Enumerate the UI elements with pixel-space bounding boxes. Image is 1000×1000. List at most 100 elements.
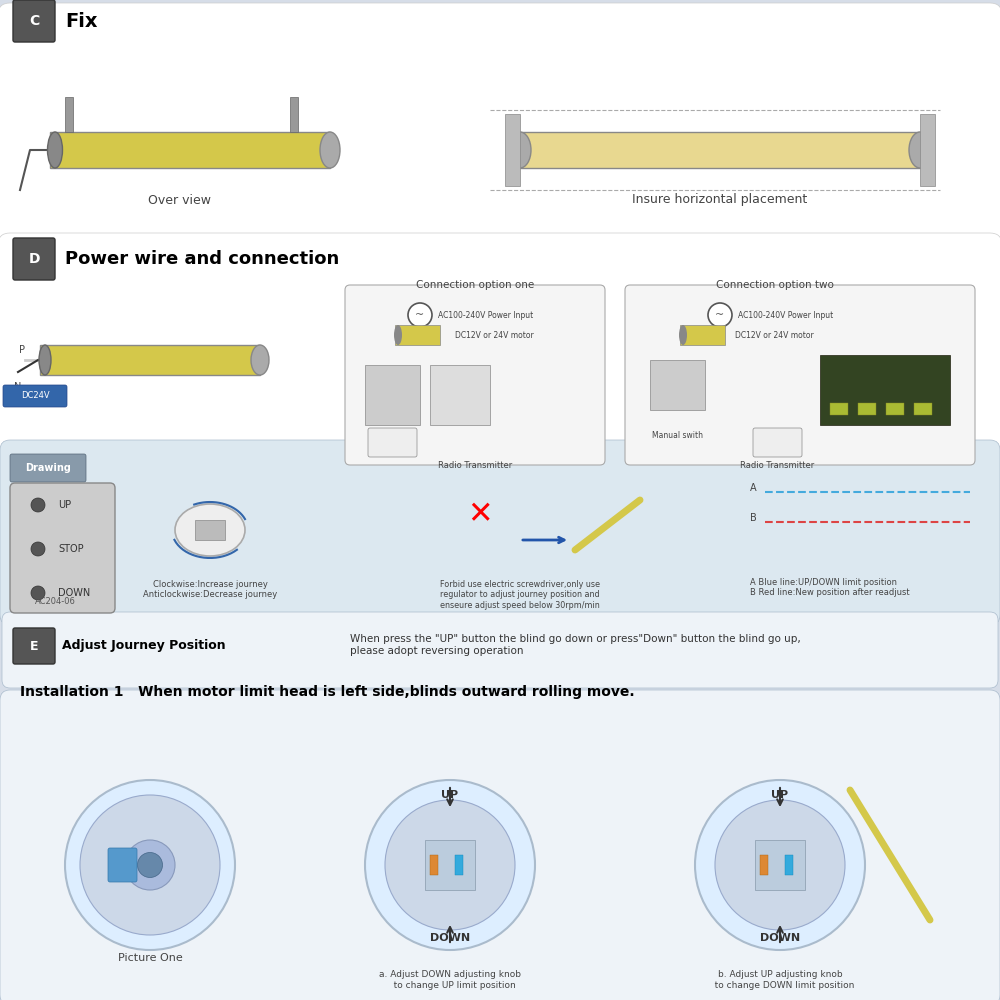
Bar (914, 403, 932, 415)
Ellipse shape (48, 132, 63, 168)
Circle shape (31, 586, 45, 600)
Bar (755, 840, 805, 890)
Text: E: E (30, 640, 38, 652)
Circle shape (65, 780, 235, 950)
FancyBboxPatch shape (625, 285, 975, 465)
Bar (430, 855, 438, 875)
Text: DC12V or 24V motor: DC12V or 24V motor (455, 332, 534, 340)
Ellipse shape (320, 132, 340, 168)
Text: P: P (19, 345, 25, 355)
Bar (830, 403, 848, 415)
Bar (50, 132, 330, 168)
Text: Over view: Over view (148, 194, 212, 207)
Text: When press the "UP" button the blind go down or press"Down" button the blind go : When press the "UP" button the blind go … (350, 634, 801, 656)
Text: ✕: ✕ (467, 501, 493, 530)
Text: UP: UP (58, 500, 71, 510)
Circle shape (715, 800, 845, 930)
Bar (760, 855, 768, 875)
FancyBboxPatch shape (13, 628, 55, 664)
Text: A Blue line:UP/DOWN limit position
B Red line:New position after readjust: A Blue line:UP/DOWN limit position B Red… (750, 578, 910, 597)
FancyBboxPatch shape (13, 0, 55, 42)
Text: Manual swith: Manual swith (652, 430, 702, 440)
Bar (290, 97, 298, 132)
FancyBboxPatch shape (0, 690, 1000, 1000)
Text: C: C (29, 14, 39, 28)
Text: b. Adjust UP adjusting knob
   to change DOWN limit position: b. Adjust UP adjusting knob to change DO… (706, 970, 854, 990)
Bar (365, 365, 420, 425)
Bar (430, 365, 490, 425)
Circle shape (31, 498, 45, 512)
Bar (65, 97, 73, 132)
Text: D: D (28, 252, 40, 266)
Text: Radio Transmitter: Radio Transmitter (740, 460, 814, 470)
Text: N: N (14, 382, 22, 392)
Ellipse shape (509, 132, 531, 168)
Text: Radio Transmitter: Radio Transmitter (438, 460, 512, 470)
Text: Connection option two: Connection option two (716, 280, 834, 290)
Text: DOWN: DOWN (430, 933, 470, 943)
Text: ~: ~ (715, 310, 725, 320)
Ellipse shape (679, 325, 687, 345)
FancyBboxPatch shape (0, 3, 1000, 247)
Text: STOP: STOP (58, 544, 84, 554)
Bar (455, 855, 463, 875)
Bar (395, 325, 440, 345)
Text: Power wire and connection: Power wire and connection (65, 250, 339, 268)
Text: DOWN: DOWN (58, 588, 90, 598)
Text: Clockwise:Increase journey
Anticlockwise:Decrease journey: Clockwise:Increase journey Anticlockwise… (143, 580, 277, 599)
Text: A: A (750, 483, 757, 493)
Text: a. Adjust DOWN adjusting knob
   to change UP limit position: a. Adjust DOWN adjusting knob to change … (379, 970, 521, 990)
Bar (650, 360, 705, 410)
Text: AC204-06: AC204-06 (35, 597, 75, 606)
Text: Adjust Journey Position: Adjust Journey Position (62, 640, 226, 652)
Bar (820, 355, 950, 425)
Text: Fix: Fix (65, 12, 98, 31)
FancyBboxPatch shape (3, 385, 67, 407)
FancyBboxPatch shape (0, 233, 1000, 492)
Text: Connection option one: Connection option one (416, 280, 534, 290)
Text: Picture One: Picture One (118, 953, 182, 963)
Text: AC100-240V Power Input: AC100-240V Power Input (738, 310, 833, 320)
FancyBboxPatch shape (0, 440, 1000, 625)
Text: Drawing: Drawing (25, 463, 71, 473)
Ellipse shape (125, 840, 175, 890)
Text: DC24V: DC24V (21, 391, 49, 400)
Circle shape (385, 800, 515, 930)
Circle shape (80, 795, 220, 935)
Bar (505, 114, 520, 186)
Bar (920, 114, 935, 186)
Bar (785, 855, 793, 875)
Ellipse shape (39, 345, 51, 375)
FancyBboxPatch shape (345, 285, 605, 465)
Bar (425, 840, 475, 890)
Text: Installation 1   When motor limit head is left side,blinds outward rolling move.: Installation 1 When motor limit head is … (20, 685, 635, 699)
FancyBboxPatch shape (368, 428, 417, 457)
Bar (520, 132, 920, 168)
FancyBboxPatch shape (108, 848, 137, 882)
FancyBboxPatch shape (13, 238, 55, 280)
Ellipse shape (251, 345, 269, 375)
Text: Forbid use electric screwdriver,only use
regulator to adjust journey position an: Forbid use electric screwdriver,only use… (440, 580, 600, 610)
Ellipse shape (175, 504, 245, 556)
Bar (680, 325, 725, 345)
FancyBboxPatch shape (10, 454, 86, 482)
Bar (40, 345, 260, 375)
Text: B: B (750, 513, 757, 523)
Circle shape (365, 780, 535, 950)
Text: DC12V or 24V motor: DC12V or 24V motor (735, 332, 814, 340)
Text: UP: UP (771, 790, 789, 800)
Text: ~: ~ (415, 310, 425, 320)
FancyBboxPatch shape (753, 428, 802, 457)
FancyBboxPatch shape (2, 612, 998, 688)
Bar (886, 403, 904, 415)
Ellipse shape (394, 325, 402, 345)
Circle shape (408, 303, 432, 327)
Circle shape (708, 303, 732, 327)
Ellipse shape (138, 852, 162, 878)
Bar (195, 520, 225, 540)
Bar (858, 403, 876, 415)
Circle shape (31, 542, 45, 556)
Circle shape (695, 780, 865, 950)
Text: UP: UP (441, 790, 459, 800)
Text: Insure horizontal placement: Insure horizontal placement (632, 194, 808, 207)
